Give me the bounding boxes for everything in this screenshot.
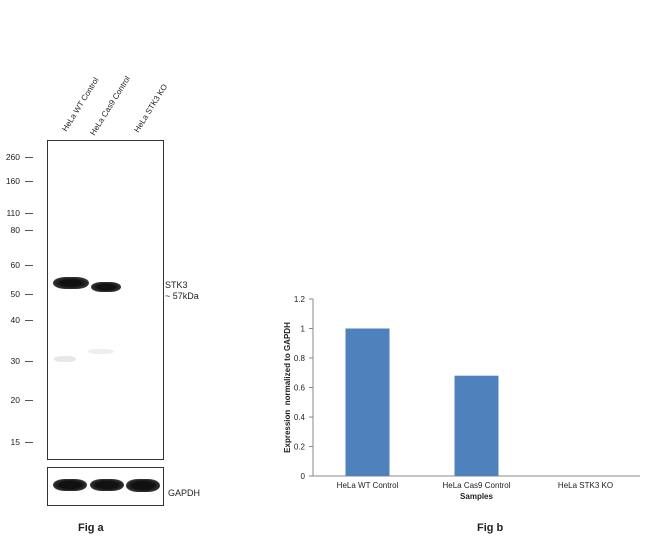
- mw-tick-20: [25, 400, 33, 401]
- mw-tick-60: [25, 265, 33, 266]
- mw-tick-15: [25, 442, 33, 443]
- target-label-size: ~ 57kDa: [165, 291, 199, 301]
- y-tick-label: 0.2: [294, 443, 306, 452]
- mw-label-80: 80: [10, 225, 20, 235]
- mw-label-30: 30: [10, 356, 20, 366]
- x-tick-label: HeLa WT Control: [337, 481, 399, 490]
- gapdh-band-cas9: [90, 479, 124, 491]
- blot-gapdh: [47, 467, 164, 506]
- mw-label-15: 15: [10, 437, 20, 447]
- mw-label-40: 40: [10, 315, 20, 325]
- mw-label-60: 60: [10, 260, 20, 270]
- gapdh-band-wt: [53, 479, 87, 491]
- gapdh-band-ko: [126, 479, 160, 492]
- stk3-band-wt: [53, 277, 89, 289]
- y-tick-label: 0.4: [294, 413, 306, 422]
- x-axis-title: Samples: [460, 492, 493, 501]
- bar: [345, 328, 390, 476]
- gapdh-label: GAPDH: [168, 488, 201, 498]
- mw-tick-50: [25, 294, 33, 295]
- x-tick-label: HeLa Cas9 Control: [442, 481, 510, 490]
- mw-tick-110: [25, 213, 33, 214]
- fig-a-caption: Fig a: [78, 522, 104, 534]
- mw-tick-160: [25, 181, 33, 182]
- mw-label-50: 50: [10, 289, 20, 299]
- target-label-name: STK3: [165, 280, 188, 290]
- mw-tick-30: [25, 361, 33, 362]
- stk3-band-cas9: [91, 282, 121, 292]
- bar: [454, 375, 499, 476]
- y-tick-label: 0: [301, 472, 306, 481]
- mw-label-260: 260: [5, 152, 20, 162]
- mw-tick-80: [25, 230, 33, 231]
- mw-tick-260: [25, 157, 33, 158]
- mw-label-160: 160: [5, 176, 20, 186]
- y-tick-label: 1.2: [294, 295, 306, 304]
- y-axis-title: Expression normalized to GAPDH: [283, 322, 292, 453]
- y-tick-label: 0.8: [294, 354, 306, 363]
- mw-tick-40: [25, 320, 33, 321]
- fig-b-caption: Fig b: [477, 522, 504, 534]
- mw-label-20: 20: [10, 395, 20, 405]
- faint-band-cas9: [88, 349, 114, 354]
- y-tick-label: 1: [301, 325, 306, 334]
- blot-main: [47, 140, 164, 460]
- x-tick-label: HeLa STK3 KO: [558, 481, 613, 490]
- faint-band-wt: [54, 356, 76, 362]
- mw-label-110: 110: [6, 208, 20, 218]
- y-tick-label: 0.6: [294, 384, 306, 393]
